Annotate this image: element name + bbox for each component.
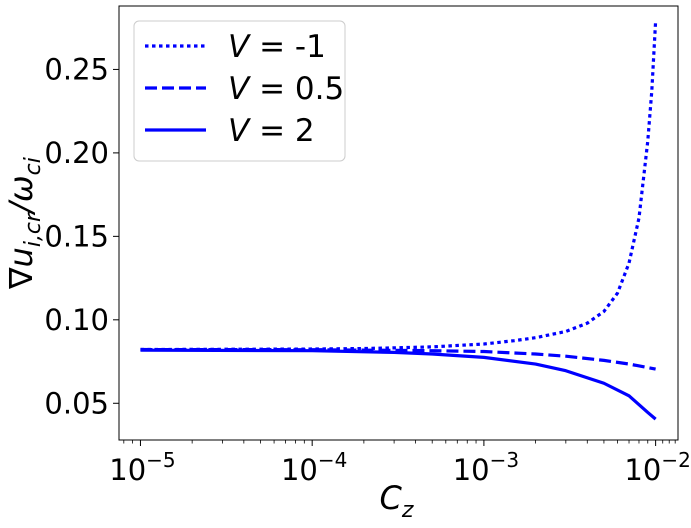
legend-label-2: V = 0.5 — [228, 71, 344, 107]
axis-ticks: 10−5 10−4 10−3 10−2 0.05 0.10 0.15 0.20 0.25 — [44, 52, 690, 487]
x-tick-label-3: 10−3 — [453, 448, 519, 487]
legend-label-3: V = 2 — [228, 113, 315, 149]
legend: V = -1 V = 0.5 V = 2 — [133, 20, 346, 162]
axis-labels: Cz ∇ui,cr/ωci — [2, 157, 414, 523]
x-tick-label-4: 10−2 — [624, 448, 690, 487]
plot-frame — [118, 5, 679, 441]
y-tick-label-4: 0.20 — [44, 136, 109, 170]
legend-label-1: V = -1 — [228, 29, 326, 65]
series-line-1 — [140, 20, 658, 352]
y-axis-label: ∇ui,cr/ωci — [2, 157, 46, 290]
y-tick-label-2: 0.10 — [44, 303, 109, 337]
x-tick-label-2: 10−4 — [281, 448, 347, 487]
series-lines — [140, 20, 658, 421]
y-tick-label-5: 0.25 — [44, 52, 109, 86]
x-tick-label-1: 10−5 — [109, 448, 175, 487]
y-tick-label-3: 0.15 — [44, 219, 109, 253]
x-axis-label: Cz — [380, 479, 414, 523]
legend-box — [133, 20, 346, 162]
y-tick-label-1: 0.05 — [44, 386, 109, 420]
series-line-3 — [140, 348, 657, 421]
